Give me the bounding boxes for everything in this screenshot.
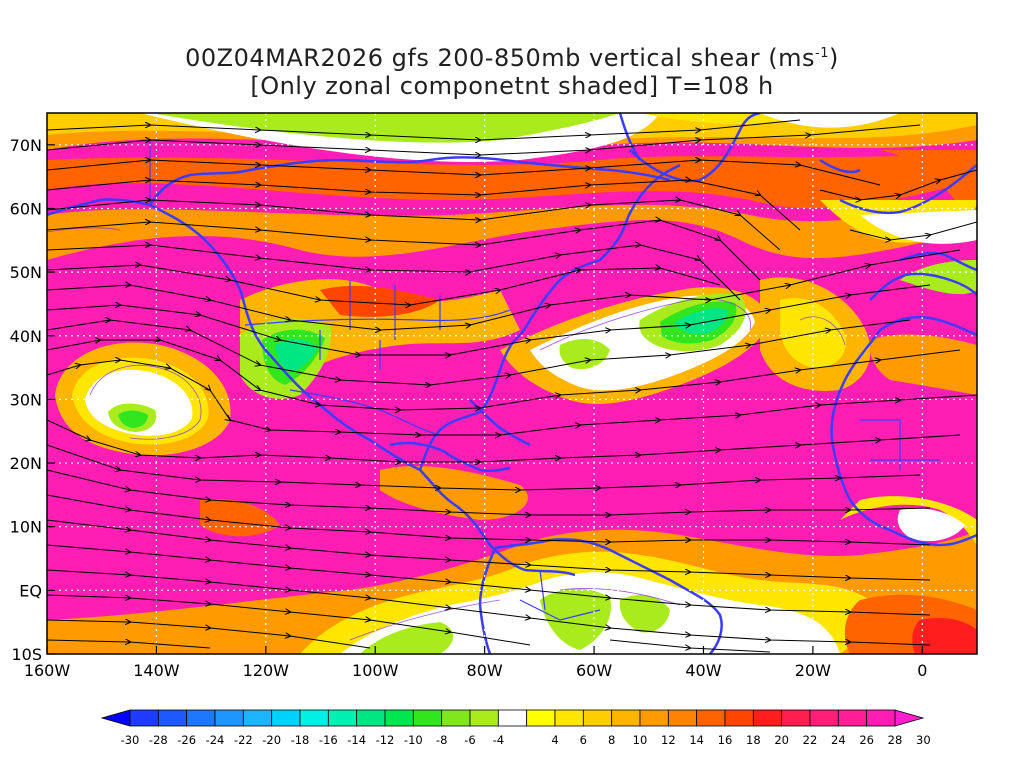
- lon-tick-label: 20W: [795, 661, 831, 680]
- colorbar-swatch: [639, 709, 669, 727]
- lon-tick-label: 40W: [685, 661, 721, 680]
- lon-tick-label: 160W: [24, 661, 71, 680]
- lat-tick-label: 40N: [10, 327, 42, 346]
- lon-tick-label: 0: [917, 661, 927, 680]
- lon-tick-label: 140W: [133, 661, 180, 680]
- colorbar-swatch: [356, 709, 386, 727]
- streamlines: [47, 119, 977, 653]
- colorbar-tick-label: 20: [774, 733, 789, 747]
- map-plot-area: [47, 113, 977, 654]
- lat-tick-label: 70N: [10, 136, 42, 155]
- colorbar-tick-label: 16: [718, 733, 733, 747]
- colorbar-tick-label: -30: [121, 733, 140, 747]
- colorbar-tick-label: 14: [689, 733, 704, 747]
- lat-tick-label: 30N: [10, 390, 42, 409]
- colorbar-swatch: [554, 709, 584, 727]
- colorbar-tick-label: -24: [206, 733, 225, 747]
- colorbar-swatch: [441, 709, 471, 727]
- colorbar-swatch: [157, 709, 188, 727]
- lon-tick-label: 60W: [576, 661, 612, 680]
- colorbar-tick-label: -22: [234, 733, 253, 747]
- colorbar-swatch: [327, 709, 358, 727]
- lon-tick-label: 100W: [352, 661, 399, 680]
- colorbar-swatch: [837, 709, 868, 727]
- colorbar-swatch: [667, 709, 698, 727]
- chart-title-line2: [Only zonal componetnt shaded] T=108 h: [250, 72, 774, 100]
- colorbar-tick-label: 10: [633, 733, 648, 747]
- colorbar-swatch: [526, 709, 556, 727]
- colorbar-tick-label: 22: [803, 733, 818, 747]
- colorbar-swatch: [696, 709, 726, 727]
- colorbar-swatch: [781, 709, 811, 727]
- map-frame: [46, 112, 978, 655]
- colorbar-tick-label: 26: [859, 733, 874, 747]
- colorbar-tick-label: -20: [262, 733, 281, 747]
- colorbar-swatch: [186, 709, 216, 727]
- lat-tick-label: 10N: [10, 518, 42, 537]
- colorbar-tick-label: 8: [608, 733, 615, 747]
- colorbar-low-arrow: [100, 709, 131, 727]
- colorbar-swatch: [214, 709, 244, 727]
- latitude-axis: 70N 60N 50N 40N 30N 20N 10N EQ 10S: [10, 136, 55, 664]
- colorbar-swatch: [582, 709, 613, 727]
- colorbar-swatch: [412, 709, 443, 727]
- colorbar-tick-label: -18: [291, 733, 310, 747]
- colorbar-tick-label: -28: [149, 733, 168, 747]
- colorbar-tick-label: -12: [376, 733, 395, 747]
- colorbar-tick-label: -16: [319, 733, 338, 747]
- colorbar-tick-label: -10: [404, 733, 423, 747]
- colorbar-tick-label: 18: [746, 733, 761, 747]
- colorbar-swatch: [724, 709, 754, 727]
- colorbar-swatch: [242, 709, 273, 727]
- colorbar-tick-label: -8: [436, 733, 447, 747]
- colorbar-swatch: [384, 709, 414, 727]
- colorbar-tick-label: 6: [580, 733, 587, 747]
- colorbar-swatch: [866, 709, 896, 727]
- lat-tick-label: 50N: [10, 263, 42, 282]
- colorbar-tick-label: -14: [347, 733, 366, 747]
- colorbar-swatch: [752, 709, 783, 727]
- longitude-axis: 160W 140W 120W 100W 80W 60W 40W 20W 0: [24, 646, 927, 680]
- lon-tick-label: 80W: [467, 661, 503, 680]
- colorbar-tick-label: -4: [493, 733, 504, 747]
- colorbar: -30 -28 -26 -24 -22 -20 -18 -16 -14 -12 -10 -8 -6 -4 4…: [100, 709, 931, 747]
- colorbar-tick-label: 28: [888, 733, 903, 747]
- lon-tick-label: 120W: [243, 661, 290, 680]
- colorbar-tick-label: -6: [464, 733, 475, 747]
- chart-title-line1: 00Z04MAR2026 gfs 200-850mb vertical shea…: [185, 44, 839, 72]
- colorbar-tick-label: 30: [916, 733, 931, 747]
- lat-tick-label: 20N: [10, 454, 42, 473]
- colorbar-swatch: [809, 709, 839, 727]
- colorbar-swatch: [299, 709, 329, 727]
- colorbar-swatch: [271, 709, 301, 727]
- colorbar-swatch: [469, 709, 499, 727]
- colorbar-high-arrow: [894, 709, 925, 727]
- colorbar-swatch: [611, 709, 641, 727]
- colorbar-tick-label: 24: [831, 733, 846, 747]
- lat-tick-label: EQ: [19, 581, 42, 600]
- lat-tick-label: 10S: [11, 645, 42, 664]
- colorbar-tick-label: 12: [661, 733, 676, 747]
- colorbar-swatch: [497, 709, 528, 727]
- colorbar-swatch: [129, 709, 159, 727]
- colorbar-tick-label: 4: [551, 733, 558, 747]
- colorbar-tick-label: -26: [177, 733, 196, 747]
- lat-tick-label: 60N: [10, 199, 42, 218]
